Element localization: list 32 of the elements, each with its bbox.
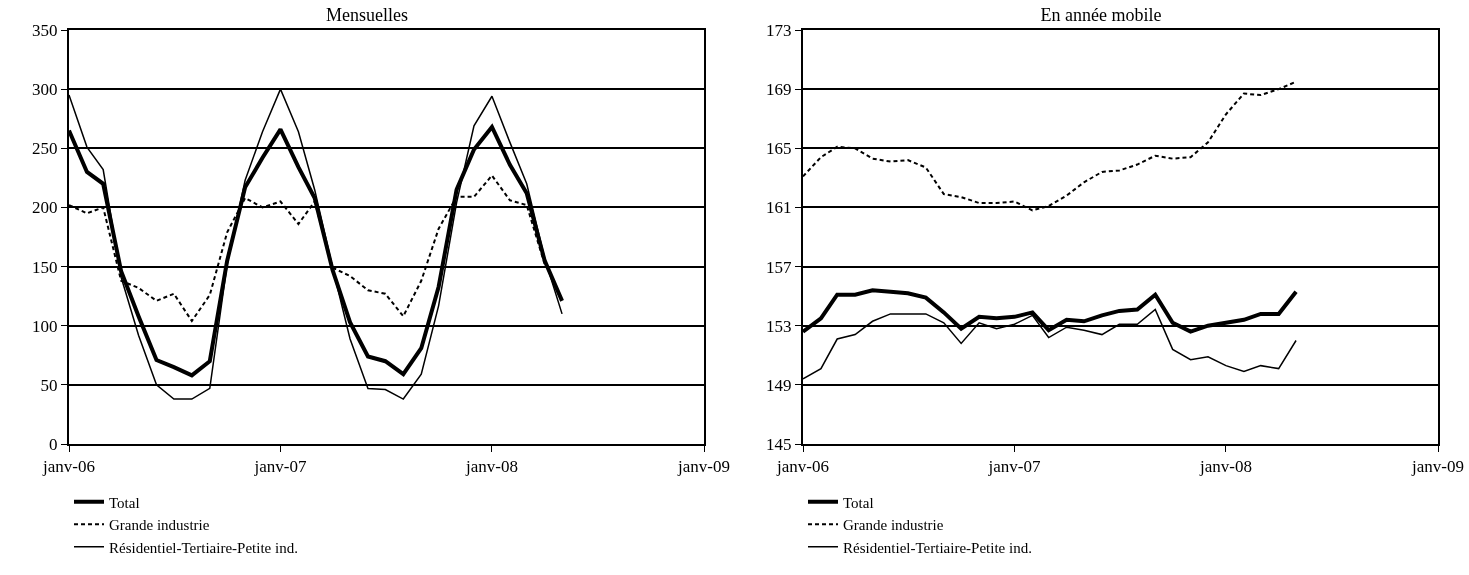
y-tick-label: 300 (32, 80, 58, 100)
legend-label: Grande industrie (109, 517, 210, 533)
legend-label: Total (109, 494, 140, 511)
y-tick-label: 350 (32, 20, 58, 40)
x-tick-label: janv-06 (42, 457, 95, 477)
chart-title: En année mobile (1040, 5, 1162, 26)
legend-label: Total (843, 494, 874, 511)
legend-label: Résidentiel-Tertiaire-Petite ind. (843, 539, 1032, 556)
x-tick-label: janv-09 (1411, 457, 1464, 477)
legend-label: Grande industrie (843, 517, 944, 533)
x-tick-label: janv-09 (677, 457, 730, 477)
y-tick-label: 157 (766, 257, 793, 277)
y-tick-label: 145 (766, 434, 792, 454)
y-tick-label: 150 (32, 257, 58, 277)
y-tick-label: 149 (766, 375, 792, 395)
y-tick-label: 165 (766, 139, 792, 159)
y-tick-label: 50 (40, 375, 58, 395)
x-tick-label: janv-07 (253, 457, 307, 477)
x-tick-label: janv-08 (1198, 457, 1252, 477)
y-tick-label: 173 (766, 20, 792, 40)
legend-label: Résidentiel-Tertiaire-Petite ind. (109, 539, 298, 556)
chart-title: Mensuelles (326, 5, 408, 26)
y-tick-label: 250 (32, 139, 58, 159)
y-tick-label: 200 (32, 198, 58, 218)
y-tick-label: 153 (766, 316, 792, 336)
y-tick-label: 0 (49, 434, 58, 454)
x-tick-label: janv-07 (987, 457, 1041, 477)
x-tick-label: janv-06 (776, 457, 829, 477)
y-tick-label: 161 (766, 198, 792, 218)
x-tick-label: janv-08 (464, 457, 518, 477)
y-tick-label: 169 (766, 80, 792, 100)
y-tick-label: 100 (32, 316, 58, 336)
